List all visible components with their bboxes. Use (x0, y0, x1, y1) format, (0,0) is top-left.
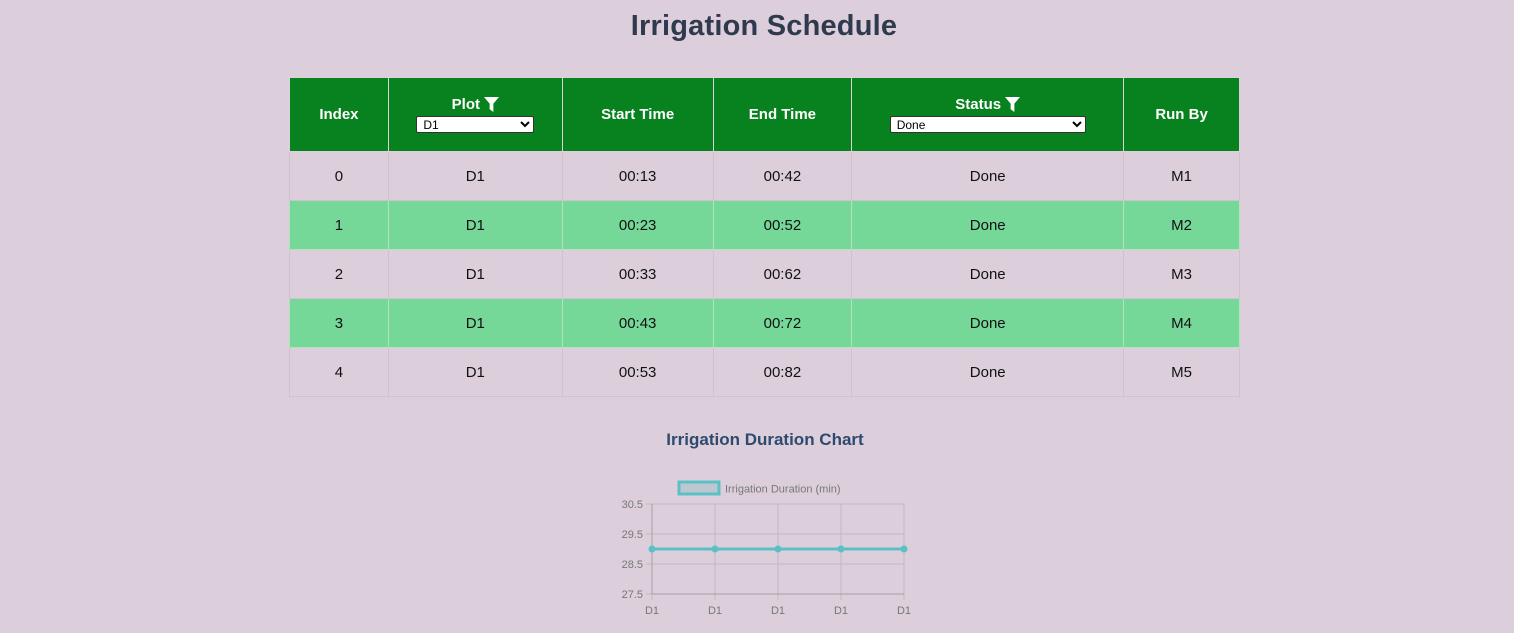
table-row: 1 D1 00:23 00:52 Done M2 (289, 200, 1240, 250)
column-header-start-time: Start Time (561, 77, 714, 152)
cell-index: 1 (289, 200, 389, 250)
cell-plot: D1 (387, 151, 563, 201)
y-tick-label: 29.5 (622, 529, 643, 541)
column-header-run-by: Run By (1123, 77, 1240, 152)
y-tick-label: 27.5 (622, 589, 643, 601)
cell-start-time: 00:13 (561, 151, 714, 201)
header-label: Start Time (601, 106, 675, 123)
cell-run-by: M2 (1123, 200, 1240, 250)
cell-plot: D1 (387, 249, 563, 299)
cell-end-time: 00:42 (712, 151, 853, 201)
data-point (648, 545, 656, 553)
x-tick-label: D1 (834, 605, 848, 617)
data-point (900, 545, 908, 553)
table-row: 3 D1 00:43 00:72 Done M4 (289, 298, 1240, 348)
cell-start-time: 00:43 (561, 298, 714, 348)
cell-run-by: M3 (1123, 249, 1240, 299)
cell-end-time: 00:52 (712, 200, 853, 250)
plot-filter-select[interactable]: D1 (416, 116, 535, 133)
header-label: Plot (451, 96, 480, 113)
y-tick-label: 28.5 (622, 559, 643, 571)
data-point (837, 545, 845, 553)
cell-end-time: 00:62 (712, 249, 853, 299)
cell-run-by: M5 (1123, 347, 1240, 397)
x-tick-label: D1 (645, 605, 659, 617)
table-row: 4 D1 00:53 00:82 Done M5 (289, 347, 1240, 397)
cell-status: Done (851, 151, 1125, 201)
cell-run-by: M1 (1123, 151, 1240, 201)
header-label: Index (319, 106, 359, 123)
cell-index: 4 (289, 347, 389, 397)
cell-end-time: 00:72 (712, 298, 853, 348)
cell-index: 0 (289, 151, 389, 201)
column-header-index: Index (289, 77, 389, 152)
column-header-end-time: End Time (712, 77, 853, 152)
cell-status: Done (851, 249, 1125, 299)
column-header-status: Status Done (851, 77, 1125, 152)
column-header-plot: Plot D1 (387, 77, 563, 152)
header-label: Status (955, 96, 1002, 113)
cell-end-time: 00:82 (712, 347, 853, 397)
x-tick-label: D1 (897, 605, 911, 617)
cell-start-time: 00:33 (561, 249, 714, 299)
duration-line-chart: Irrigation Duration (min) 30.5 29.5 28.5 27.… (622, 480, 911, 617)
chart-title: Irrigation Duration Chart (666, 430, 864, 449)
data-point (774, 545, 782, 553)
cell-index: 3 (289, 298, 389, 348)
header-label: End Time (748, 106, 817, 123)
table-row: 0 D1 00:13 00:42 Done M1 (289, 151, 1240, 201)
filter-icon[interactable] (1005, 96, 1021, 113)
cell-status: Done (851, 298, 1125, 348)
status-filter-select[interactable]: Done (889, 116, 1086, 133)
table-header-row: Index Plot D1 Start Time End Time Status… (289, 77, 1240, 152)
header-label: Run By (1155, 106, 1208, 123)
x-tick-label: D1 (771, 605, 785, 617)
page-title: Irrigation Schedule (630, 10, 898, 42)
legend-swatch (677, 480, 721, 496)
x-tick-label: D1 (708, 605, 722, 617)
cell-start-time: 00:53 (561, 347, 714, 397)
cell-plot: D1 (387, 347, 563, 397)
cell-status: Done (851, 200, 1125, 250)
cell-start-time: 00:23 (561, 200, 714, 250)
cell-run-by: M4 (1123, 298, 1240, 348)
table-row: 2 D1 00:33 00:62 Done M3 (289, 249, 1240, 299)
y-tick-label: 30.5 (622, 499, 643, 511)
data-point (711, 545, 719, 553)
filter-icon[interactable] (483, 96, 499, 113)
cell-plot: D1 (387, 200, 563, 250)
cell-plot: D1 (387, 298, 563, 348)
legend-label: Irrigation Duration (min) (725, 484, 841, 496)
cell-index: 2 (289, 249, 389, 299)
cell-status: Done (851, 347, 1125, 397)
irrigation-table: Index Plot D1 Start Time End Time Status… (289, 77, 1240, 397)
